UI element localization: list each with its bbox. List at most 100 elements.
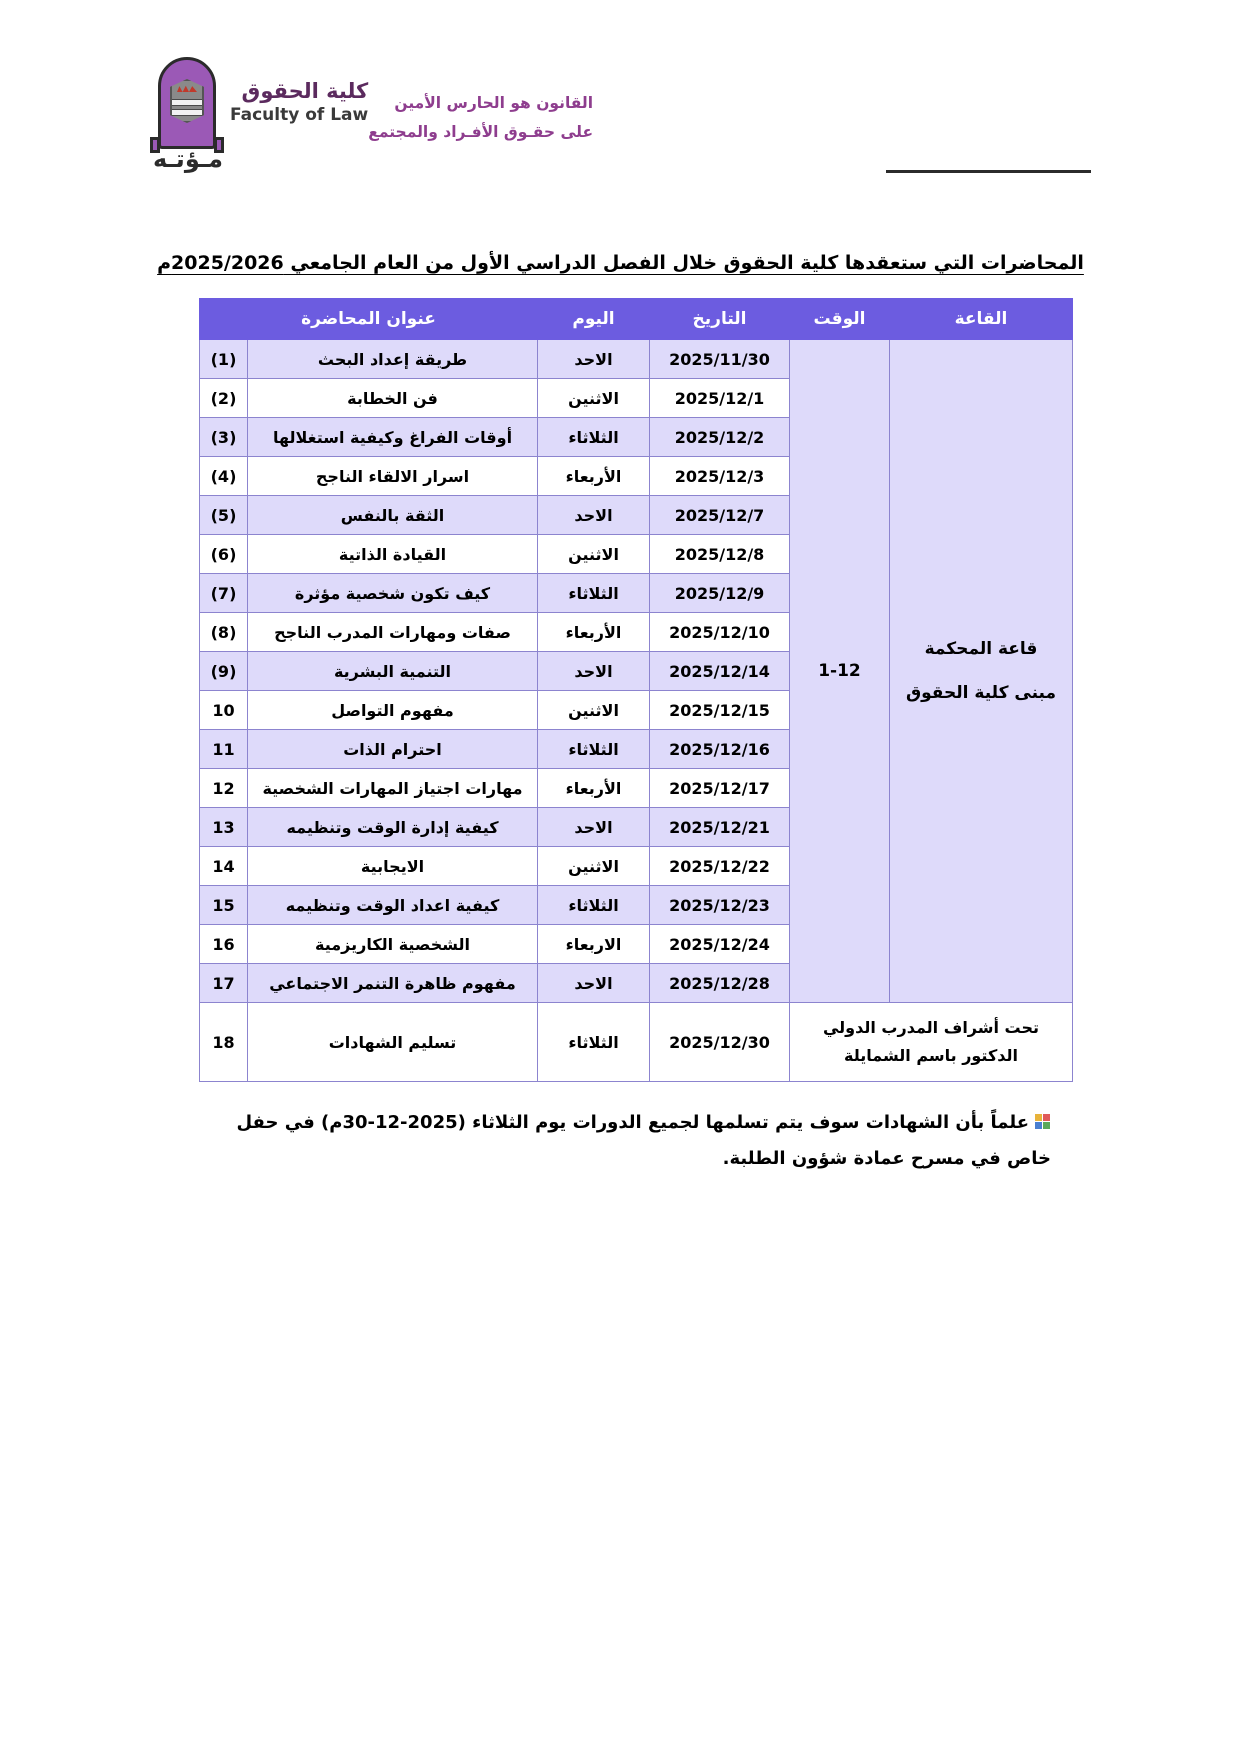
day-cell: الثلاثاء	[537, 417, 650, 457]
date-cell: 2025/12/8	[649, 534, 790, 574]
day-cell: الثلاثاء	[537, 1002, 650, 1082]
lecture-title-cell: صفات ومهارات المدرب الناجح	[247, 612, 538, 652]
row-number-cell: 12	[199, 768, 248, 808]
row-number-cell: (7)	[199, 573, 248, 613]
lecture-title-cell: تسليم الشهادات	[247, 1002, 538, 1082]
crest-band-lower	[172, 109, 202, 116]
table-header-row: القاعة الوقت التاريخ اليوم عنوان المحاضر…	[199, 298, 1073, 340]
logo-wordmark: مـؤتـه	[153, 145, 224, 173]
hall-line-2: مبنى كلية الحقوق	[905, 683, 1057, 703]
table-row: 2025/12/10 الأربعاء صفات ومهارات المدرب ال…	[199, 612, 1073, 652]
day-cell: الاثنين	[537, 534, 650, 574]
row-number-cell: (4)	[199, 456, 248, 496]
day-cell: الاثنين	[537, 690, 650, 730]
column-header-day: اليوم	[537, 298, 650, 340]
date-cell: 2025/12/23	[649, 885, 790, 925]
date-cell: 2025/12/1	[649, 378, 790, 418]
letterhead: مـؤتـه كلية الحقوق Faculty of Law القانو…	[150, 55, 1091, 185]
table-body: قاعة المحكمة مبنى كلية الحقوق 1-12 2025/11/…	[199, 339, 1073, 1082]
date-cell: 2025/12/22	[649, 846, 790, 886]
faculty-name-arabic: كلية الحقوق	[241, 79, 369, 104]
day-cell: الثلاثاء	[537, 729, 650, 769]
letterhead-divider	[886, 170, 1091, 173]
day-cell: الأربعاء	[537, 612, 650, 652]
table-row: 2025/12/1 الاثنين فن الخطابة (2)	[199, 378, 1073, 418]
bullet-marker-icon	[1035, 1114, 1051, 1130]
date-cell: 2025/12/7	[649, 495, 790, 535]
mutah-shield-icon: مـؤتـه	[150, 55, 224, 173]
row-number-cell: (2)	[199, 378, 248, 418]
row-number-cell: (1)	[199, 339, 248, 379]
day-cell: الاحد	[537, 651, 650, 691]
table-row: 2025/12/15 الاثنين مفهوم التواصل 10	[199, 690, 1073, 730]
table-row: 2025/12/23 الثلاثاء كيفية اعداد الوقت وتنظ…	[199, 885, 1073, 925]
table-row: 2025/12/28 الاحد مفهوم ظاهرة التنمر الاجتم…	[199, 963, 1073, 1003]
table-row: 2025/12/21 الاحد كيفية إدارة الوقت وتنظيمه…	[199, 807, 1073, 847]
day-cell: الاثنين	[537, 378, 650, 418]
lecture-title-cell: التنمية البشرية	[247, 651, 538, 691]
lecture-title-cell: مهارات اجتياز المهارات الشخصية	[247, 768, 538, 808]
date-cell: 2025/12/21	[649, 807, 790, 847]
row-number-cell: 13	[199, 807, 248, 847]
lecture-title-cell: أوقات الفراغ وكيفية استغلالها	[247, 417, 538, 457]
date-cell: 2025/12/17	[649, 768, 790, 808]
column-header-lecture-title: عنوان المحاضرة	[199, 298, 538, 340]
footer-note: علماً بأن الشهادات سوف يتم تسلمها لجميع …	[190, 1105, 1051, 1177]
schedule-table-wrapper: القاعة الوقت التاريخ اليوم عنوان المحاضر…	[199, 298, 1073, 1082]
time-cell: 1-12	[789, 339, 890, 1003]
lecture-title-cell: طريقة إعداد البحث	[247, 339, 538, 379]
column-header-hall: القاعة	[889, 298, 1073, 340]
date-cell: 2025/12/24	[649, 924, 790, 964]
day-cell: الثلاثاء	[537, 573, 650, 613]
date-cell: 2025/12/9	[649, 573, 790, 613]
day-cell: الأربعاء	[537, 768, 650, 808]
date-cell: 2025/12/14	[649, 651, 790, 691]
lecture-title-cell: مفهوم التواصل	[247, 690, 538, 730]
date-cell: 2025/12/2	[649, 417, 790, 457]
lecture-title-cell: كيفية إدارة الوقت وتنظيمه	[247, 807, 538, 847]
table-row: 2025/12/14 الاحد التنمية البشرية (9)	[199, 651, 1073, 691]
table-row: 2025/12/22 الاثنين الايجابية 14	[199, 846, 1073, 886]
lecture-title-cell: اسرار الالقاء الناجح	[247, 456, 538, 496]
table-row: 2025/12/3 الأربعاء اسرار الالقاء الناجح (4)	[199, 456, 1073, 496]
day-cell: الثلاثاء	[537, 885, 650, 925]
lecture-title-cell: الايجابية	[247, 846, 538, 886]
date-cell: 2025/11/30	[649, 339, 790, 379]
row-number-cell: (6)	[199, 534, 248, 574]
table-row: قاعة المحكمة مبنى كلية الحقوق 1-12 2025/11/…	[199, 339, 1073, 1003]
table-row: 2025/12/7 الاحد الثقة بالنفس (5)	[199, 495, 1073, 535]
row-number-cell: 18	[199, 1002, 248, 1082]
footer-note-text: علماً بأن الشهادات سوف يتم تسلمها لجميع …	[236, 1112, 1051, 1169]
page-title: المحاضرات التي ستعقدها كلية الحقوق خلال …	[157, 252, 1084, 274]
row-number-cell: (3)	[199, 417, 248, 457]
row-number-cell: 15	[199, 885, 248, 925]
date-cell: 2025/12/30	[649, 1002, 790, 1082]
university-logo: مـؤتـه كلية الحقوق Faculty of Law	[150, 55, 368, 173]
hall-cell: قاعة المحكمة مبنى كلية الحقوق	[889, 339, 1073, 1003]
table-row: تحت أشراف المدرب الدولي الدكتور باسم الشم…	[199, 1002, 1073, 1082]
date-cell: 2025/12/10	[649, 612, 790, 652]
supervisor-line-1: تحت أشراف المدرب الدولي	[822, 1018, 1040, 1037]
lecture-title-cell: الشخصية الكاريزمية	[247, 924, 538, 964]
row-number-cell: 11	[199, 729, 248, 769]
date-cell: 2025/12/15	[649, 690, 790, 730]
logo-text-block: كلية الحقوق Faculty of Law	[230, 78, 368, 144]
day-cell: الاحد	[537, 339, 650, 379]
row-number-cell: (8)	[199, 612, 248, 652]
supervisor-cell: تحت أشراف المدرب الدولي الدكتور باسم الشم…	[789, 1002, 1073, 1082]
hall-line-1: قاعة المحكمة	[924, 638, 1038, 659]
column-header-date: التاريخ	[649, 298, 790, 340]
table-row: 2025/12/24 الاربعاء الشخصية الكاريزمية 16	[199, 924, 1073, 964]
faculty-motto: القانون هو الحارس الأمين على حقـوق الأفـ…	[368, 55, 593, 146]
row-number-cell: (9)	[199, 651, 248, 691]
day-cell: الاحد	[537, 495, 650, 535]
lecture-title-cell: فن الخطابة	[247, 378, 538, 418]
table-row: 2025/12/8 الاثنين القيادة الذاتية (6)	[199, 534, 1073, 574]
lecture-title-cell: احترام الذات	[247, 729, 538, 769]
crest-band-upper	[172, 99, 202, 106]
date-cell: 2025/12/28	[649, 963, 790, 1003]
day-cell: الاحد	[537, 807, 650, 847]
motto-line-2: على حقـوق الأفـراد والمجتمع	[368, 122, 594, 141]
day-cell: الاثنين	[537, 846, 650, 886]
day-cell: الاربعاء	[537, 924, 650, 964]
